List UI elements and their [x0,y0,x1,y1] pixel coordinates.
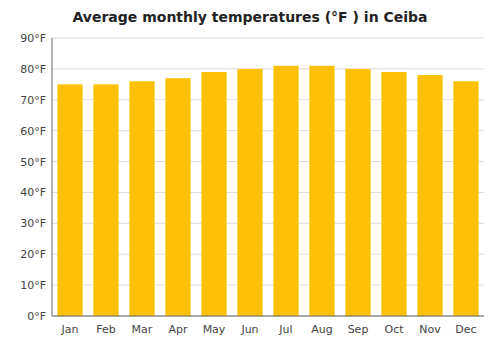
x-tick-label: Jun [240,323,258,336]
grid-line [52,316,484,317]
x-tick-label: May [203,323,226,336]
y-tick-label: 80°F [20,63,46,76]
x-tick-label: Oct [384,323,404,336]
x-tick-label: Jul [278,323,292,336]
bar [453,81,478,316]
bar [57,84,82,316]
x-tick-label: Mar [132,323,153,336]
chart-title: Average monthly temperatures (°F ) in Ce… [72,9,427,25]
x-tick-label: Aug [311,323,332,336]
chart: Average monthly temperatures (°F ) in Ce… [0,0,500,350]
x-tick-label: Feb [96,323,115,336]
y-tick-label: 50°F [20,156,46,169]
bars [57,66,478,316]
x-axis: Jan Feb Mar Apr May Jun Jul Aug Sep Oct Nov Dec [61,323,477,336]
bar [165,78,190,316]
y-tick-label: 20°F [20,248,46,261]
bar [381,72,406,316]
y-tick-label: 60°F [20,125,46,138]
x-tick-label: Sep [348,323,369,336]
bar [417,75,442,316]
y-tick-label: 40°F [20,186,46,199]
bar [201,72,226,316]
x-axis-line [52,316,484,317]
bar [93,84,118,316]
y-tick-label: 30°F [20,217,46,230]
bar [273,66,298,316]
bar [309,66,334,316]
bar [345,69,370,316]
x-tick-label: Dec [455,323,476,336]
chart-container: Average monthly temperatures (°F ) in Ce… [0,0,500,350]
y-tick-label: 70°F [20,94,46,107]
x-tick-label: Jan [61,323,79,336]
bar [237,69,262,316]
y-tick-label: 90°F [20,32,46,45]
grid-line [52,68,484,69]
y-axis: 0°F 10°F 20°F 30°F 40°F 50°F 60°F 70°F 80°F 90°F [20,32,484,323]
x-tick-label: Nov [419,323,441,336]
y-tick-label: 0°F [27,310,46,323]
grid-line [52,38,484,39]
x-tick-label: Apr [168,323,188,336]
bar [129,81,154,316]
y-axis-line [52,38,53,316]
y-tick-label: 10°F [20,279,46,292]
